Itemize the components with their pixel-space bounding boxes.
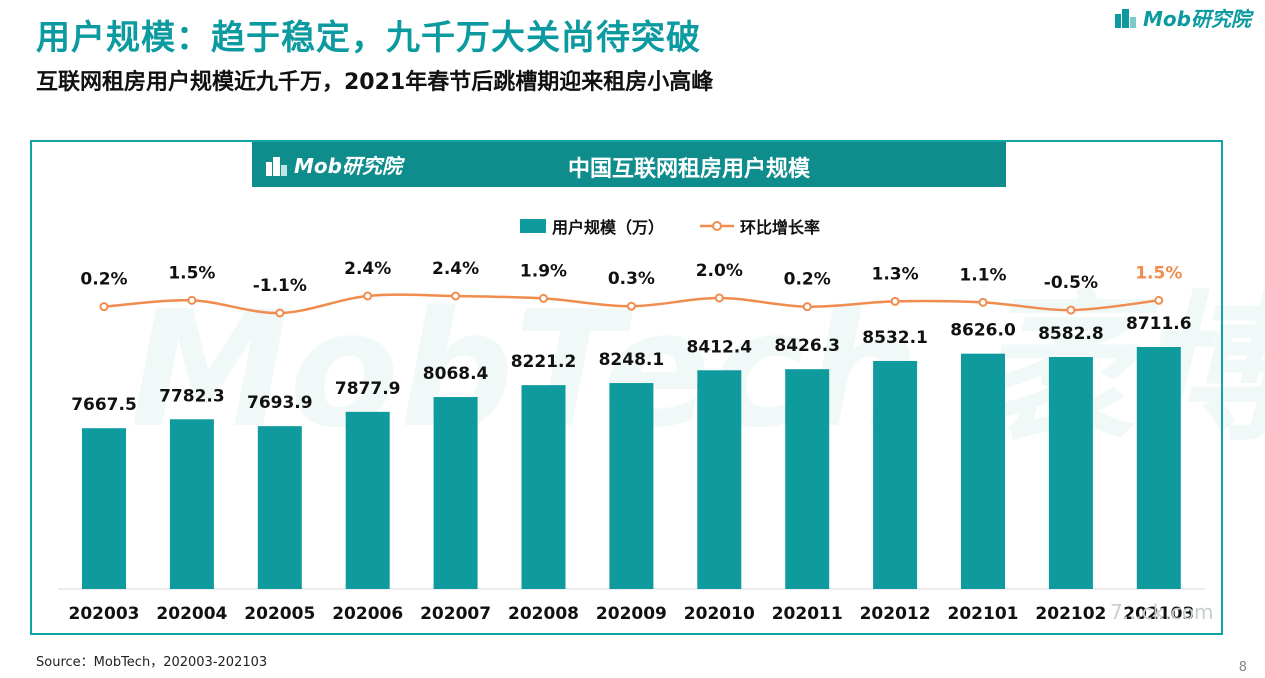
growth-rate-point: [714, 293, 724, 303]
building-logo-icon: [1115, 9, 1137, 28]
growth-rate-point: [1066, 305, 1076, 315]
growth-rate-point: [363, 291, 373, 301]
source-note: Source：MobTech，202003-202103: [36, 655, 268, 670]
growth-rate-label: 0.2%: [80, 270, 127, 290]
bar: [873, 360, 918, 589]
chart-panel: Mob研究院 中国互联网租房用户规模: [30, 140, 1223, 635]
growth-rate-label: 1.3%: [872, 264, 919, 284]
bar: [521, 385, 566, 589]
growth-rate-label: -1.1%: [253, 276, 307, 296]
x-tick-label: 202103: [1123, 604, 1194, 624]
legend-item-line: 环比增长率: [700, 214, 820, 238]
bar-value-label: 8626.0: [950, 321, 1016, 341]
bar-value-label: 8582.8: [1038, 324, 1104, 344]
bar-value-label: 8426.3: [774, 336, 840, 356]
legend-label-line: 环比增长率: [740, 218, 821, 237]
growth-rate-label: 2.4%: [344, 259, 391, 279]
x-tick-label: 202003: [69, 604, 140, 624]
bar-value-label: 8068.4: [423, 364, 489, 384]
x-tick-label: 202011: [772, 604, 843, 624]
growth-rate-point: [978, 297, 988, 307]
chart-legend: 用户规模（万） 环比增长率: [520, 214, 820, 238]
legend-swatch-bar: [520, 219, 546, 233]
bar: [785, 369, 830, 589]
legend-swatch-line: [700, 221, 735, 231]
growth-rate-point: [187, 295, 197, 305]
bar-value-label: 8532.1: [862, 328, 928, 348]
page-subtitle: 互联网租房用户规模近九千万，2021年春节后跳槽期迎来租房小高峰: [36, 70, 714, 95]
bar: [697, 370, 742, 589]
growth-rate-point: [890, 296, 900, 306]
growth-rate-label: 1.9%: [520, 261, 567, 281]
growth-rate-point: [539, 293, 548, 303]
corner-watermark: 7...ck.com: [1110, 600, 1214, 624]
brand-logo: Mob研究院: [1113, 2, 1251, 32]
chart-header-logo-text: Mob研究院: [294, 154, 402, 178]
page-title: 用户规模：趋于稳定，九千万大关尚待突破: [36, 18, 701, 58]
growth-rate-label: 1.5%: [1135, 263, 1182, 283]
x-tick-label: 202007: [420, 604, 491, 624]
legend-label-bars: 用户规模（万）: [552, 218, 665, 237]
growth-rate-label: 1.1%: [959, 265, 1006, 285]
x-tick-label: 202009: [596, 604, 667, 624]
x-tick-label: 202101: [948, 604, 1019, 624]
growth-rate-label: 0.2%: [784, 270, 831, 290]
bar: [257, 426, 302, 589]
x-tick-label: 202006: [332, 604, 403, 624]
growth-rate-point: [802, 302, 812, 312]
building-logo-icon: [266, 156, 287, 176]
bar: [1048, 357, 1093, 589]
bar: [169, 419, 214, 589]
x-tick-label: 202010: [684, 604, 755, 624]
chart-header: Mob研究院 中国互联网租房用户规模: [252, 142, 1006, 187]
bar-value-label: 7877.9: [335, 379, 401, 399]
growth-rate-label: 2.4%: [432, 259, 479, 279]
bar-value-label: 7667.5: [71, 395, 137, 415]
x-tick-label: 202008: [508, 604, 579, 624]
growth-rate-point: [1154, 295, 1164, 305]
bar: [961, 353, 1005, 589]
chart-header-logo: Mob研究院: [264, 150, 402, 179]
growth-rate-label: 0.3%: [608, 269, 655, 289]
bar-value-label: 8412.4: [686, 337, 752, 357]
x-tick-label: 202005: [244, 604, 315, 624]
bar: [82, 428, 126, 589]
chart-title: 中国互联网租房用户规模: [567, 157, 810, 182]
bar-value-label: 7693.9: [247, 393, 313, 413]
growth-rate-label: 1.5%: [168, 263, 215, 283]
growth-rate-point: [626, 301, 636, 311]
growth-rate-label: -0.5%: [1044, 273, 1098, 293]
x-tick-label: 202004: [156, 604, 227, 624]
bar: [609, 383, 654, 589]
growth-rate-point: [99, 302, 109, 312]
page-number: 8: [1238, 660, 1247, 675]
x-tick-label: 202102: [1035, 604, 1106, 624]
bar: [345, 411, 390, 589]
brand-logo-text: Mob研究院: [1143, 6, 1251, 31]
bar-value-label: 8248.1: [599, 350, 665, 370]
growth-rate-label: 2.0%: [696, 261, 743, 281]
growth-rate-point: [451, 291, 461, 301]
bar-value-label: 8221.2: [511, 352, 577, 372]
legend-item-bars: 用户规模（万）: [520, 214, 664, 238]
bar-value-label: 8711.6: [1126, 314, 1192, 334]
growth-rate-point: [275, 308, 285, 318]
bar: [433, 397, 478, 589]
bar-value-label: 7782.3: [159, 386, 225, 406]
x-tick-label: 202012: [860, 604, 931, 624]
bar: [1136, 347, 1181, 589]
